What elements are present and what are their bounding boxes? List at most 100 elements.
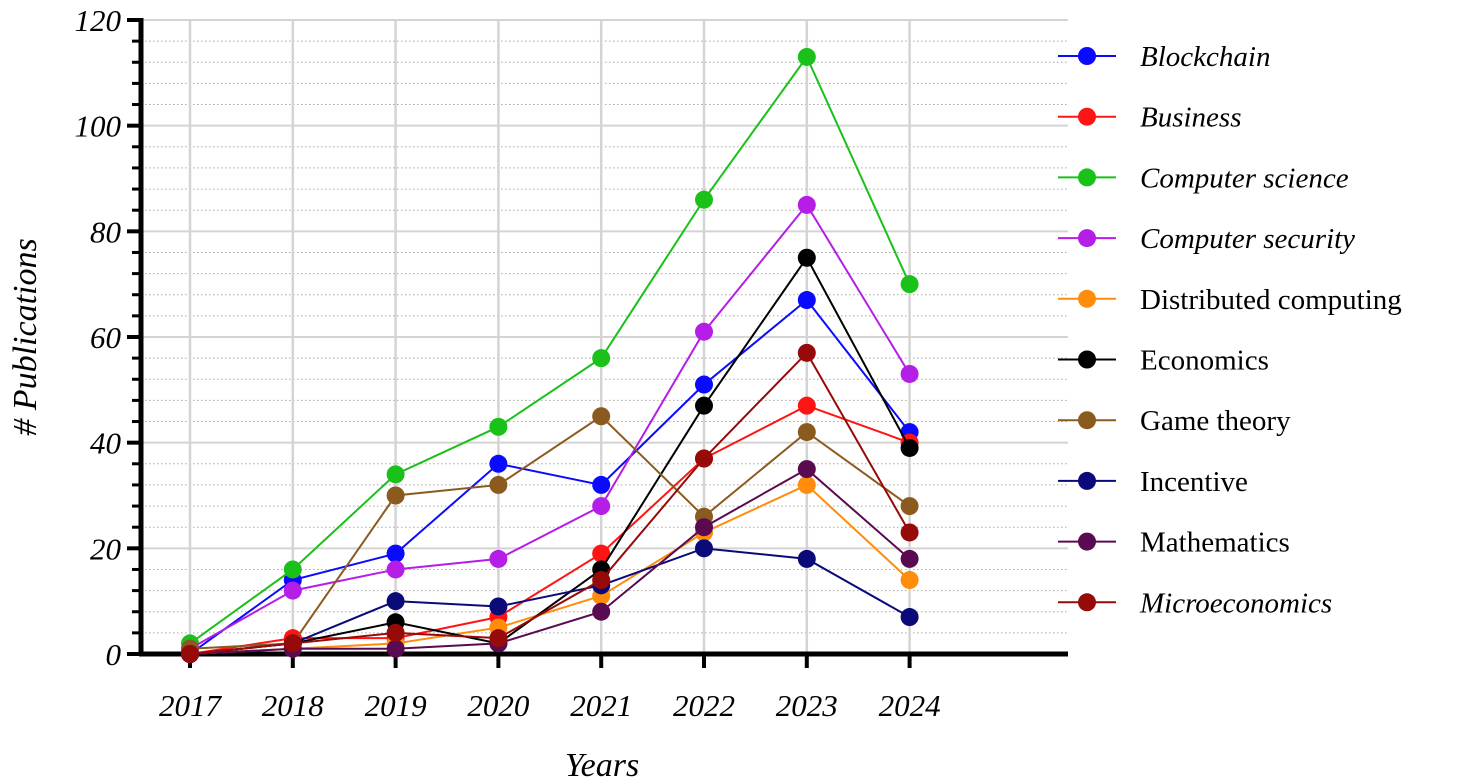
legend-item: Microeconomics (1058, 587, 1332, 619)
series-line (189, 203, 911, 650)
series-line (189, 414, 911, 650)
legend-marker (1078, 229, 1096, 248)
data-point (900, 275, 919, 294)
data-point (695, 375, 713, 394)
y-axis-title: # Publications (7, 238, 44, 435)
data-point (283, 581, 302, 600)
data-point (489, 549, 508, 568)
x-axis-title: Years (565, 747, 639, 780)
legend-label: Blockchain (1140, 41, 1270, 73)
legend-label: Business (1140, 102, 1242, 134)
data-point (797, 423, 816, 442)
y-tick-label: 0 (106, 637, 122, 672)
data-point (900, 497, 919, 516)
data-point (592, 544, 611, 563)
data-point (900, 438, 919, 457)
data-point (900, 523, 919, 542)
x-tick-label: 2021 (570, 688, 632, 723)
data-point (695, 449, 713, 468)
data-point (592, 602, 611, 621)
data-point (797, 549, 816, 568)
legend-marker (1078, 47, 1096, 65)
data-point (797, 47, 816, 66)
data-point (386, 486, 405, 505)
series-line (189, 54, 911, 645)
data-point (797, 291, 816, 310)
data-point (181, 645, 199, 663)
data-point (386, 544, 405, 563)
data-point (592, 475, 611, 494)
data-point (695, 396, 713, 415)
x-tick-label: 2024 (879, 688, 941, 723)
grid (141, 19, 1068, 654)
legend-marker (1078, 168, 1096, 187)
y-tick-label: 80 (90, 214, 122, 249)
series-line (189, 547, 911, 655)
data-point (695, 518, 713, 537)
series-line (189, 467, 911, 655)
data-point (797, 248, 816, 267)
y-tick-label: 40 (90, 426, 122, 461)
legend-label: Computer science (1140, 162, 1349, 194)
data-point (797, 475, 816, 494)
series-line (189, 255, 911, 655)
data-point (900, 364, 919, 383)
data-point (592, 497, 611, 516)
legend-item: Mathematics (1058, 527, 1290, 559)
data-point (386, 560, 405, 579)
x-tick-label: 2018 (262, 688, 325, 723)
data-point (489, 597, 508, 616)
data-point (489, 417, 508, 436)
axes: 0 20 40 60 80 100 120 2017 2018 2019 2020 2021 2022 2… (75, 3, 1068, 723)
legend-marker (1078, 593, 1096, 612)
legend-item: Computer science (1058, 162, 1349, 194)
legend-label: Game theory (1140, 405, 1291, 437)
legend: Blockchain Business Computer science Comput… (1058, 41, 1402, 619)
data-point (386, 592, 405, 611)
y-tick-label: 60 (90, 320, 122, 355)
series-microeconomics (181, 343, 919, 663)
legend-marker (1078, 411, 1096, 430)
y-tick-label: 120 (75, 3, 122, 38)
legend-marker (1078, 350, 1096, 369)
x-tick-label: 2020 (467, 688, 530, 723)
x-tick-label: 2019 (365, 688, 427, 723)
legend-item: Game theory (1058, 405, 1291, 437)
data-point (489, 475, 508, 494)
legend-item: Blockchain (1058, 41, 1270, 73)
data-point (489, 629, 508, 648)
legend-label: Mathematics (1140, 527, 1290, 559)
data-point (695, 539, 713, 558)
data-point (283, 634, 302, 653)
legend-marker (1078, 532, 1096, 551)
data-point (592, 571, 611, 590)
legend-label: Microeconomics (1139, 587, 1332, 619)
series-computer-science (181, 47, 919, 653)
data-point (386, 465, 405, 484)
data-point (797, 460, 816, 479)
x-tick-label: 2023 (776, 688, 838, 723)
data-point (489, 454, 508, 473)
data-point (797, 343, 816, 362)
legend-label: Computer security (1140, 223, 1355, 255)
data-point (386, 639, 405, 658)
data-point (797, 396, 816, 415)
legend-item: Incentive (1058, 466, 1248, 498)
series-mathematics (181, 460, 919, 663)
legend-label: Economics (1140, 345, 1269, 377)
legend-item: Economics (1058, 345, 1269, 377)
data-point (695, 190, 713, 209)
legend-item: Business (1058, 102, 1242, 134)
data-point (695, 322, 713, 341)
series-line (189, 404, 910, 655)
data-point (592, 349, 611, 368)
x-tick-label: 2017 (159, 688, 223, 723)
data-point (797, 195, 816, 214)
series-line (189, 298, 911, 655)
legend-marker (1078, 471, 1096, 490)
series-layer (181, 47, 919, 663)
data-point (592, 407, 611, 426)
legend-marker (1078, 289, 1096, 308)
y-tick-label: 20 (90, 531, 122, 566)
